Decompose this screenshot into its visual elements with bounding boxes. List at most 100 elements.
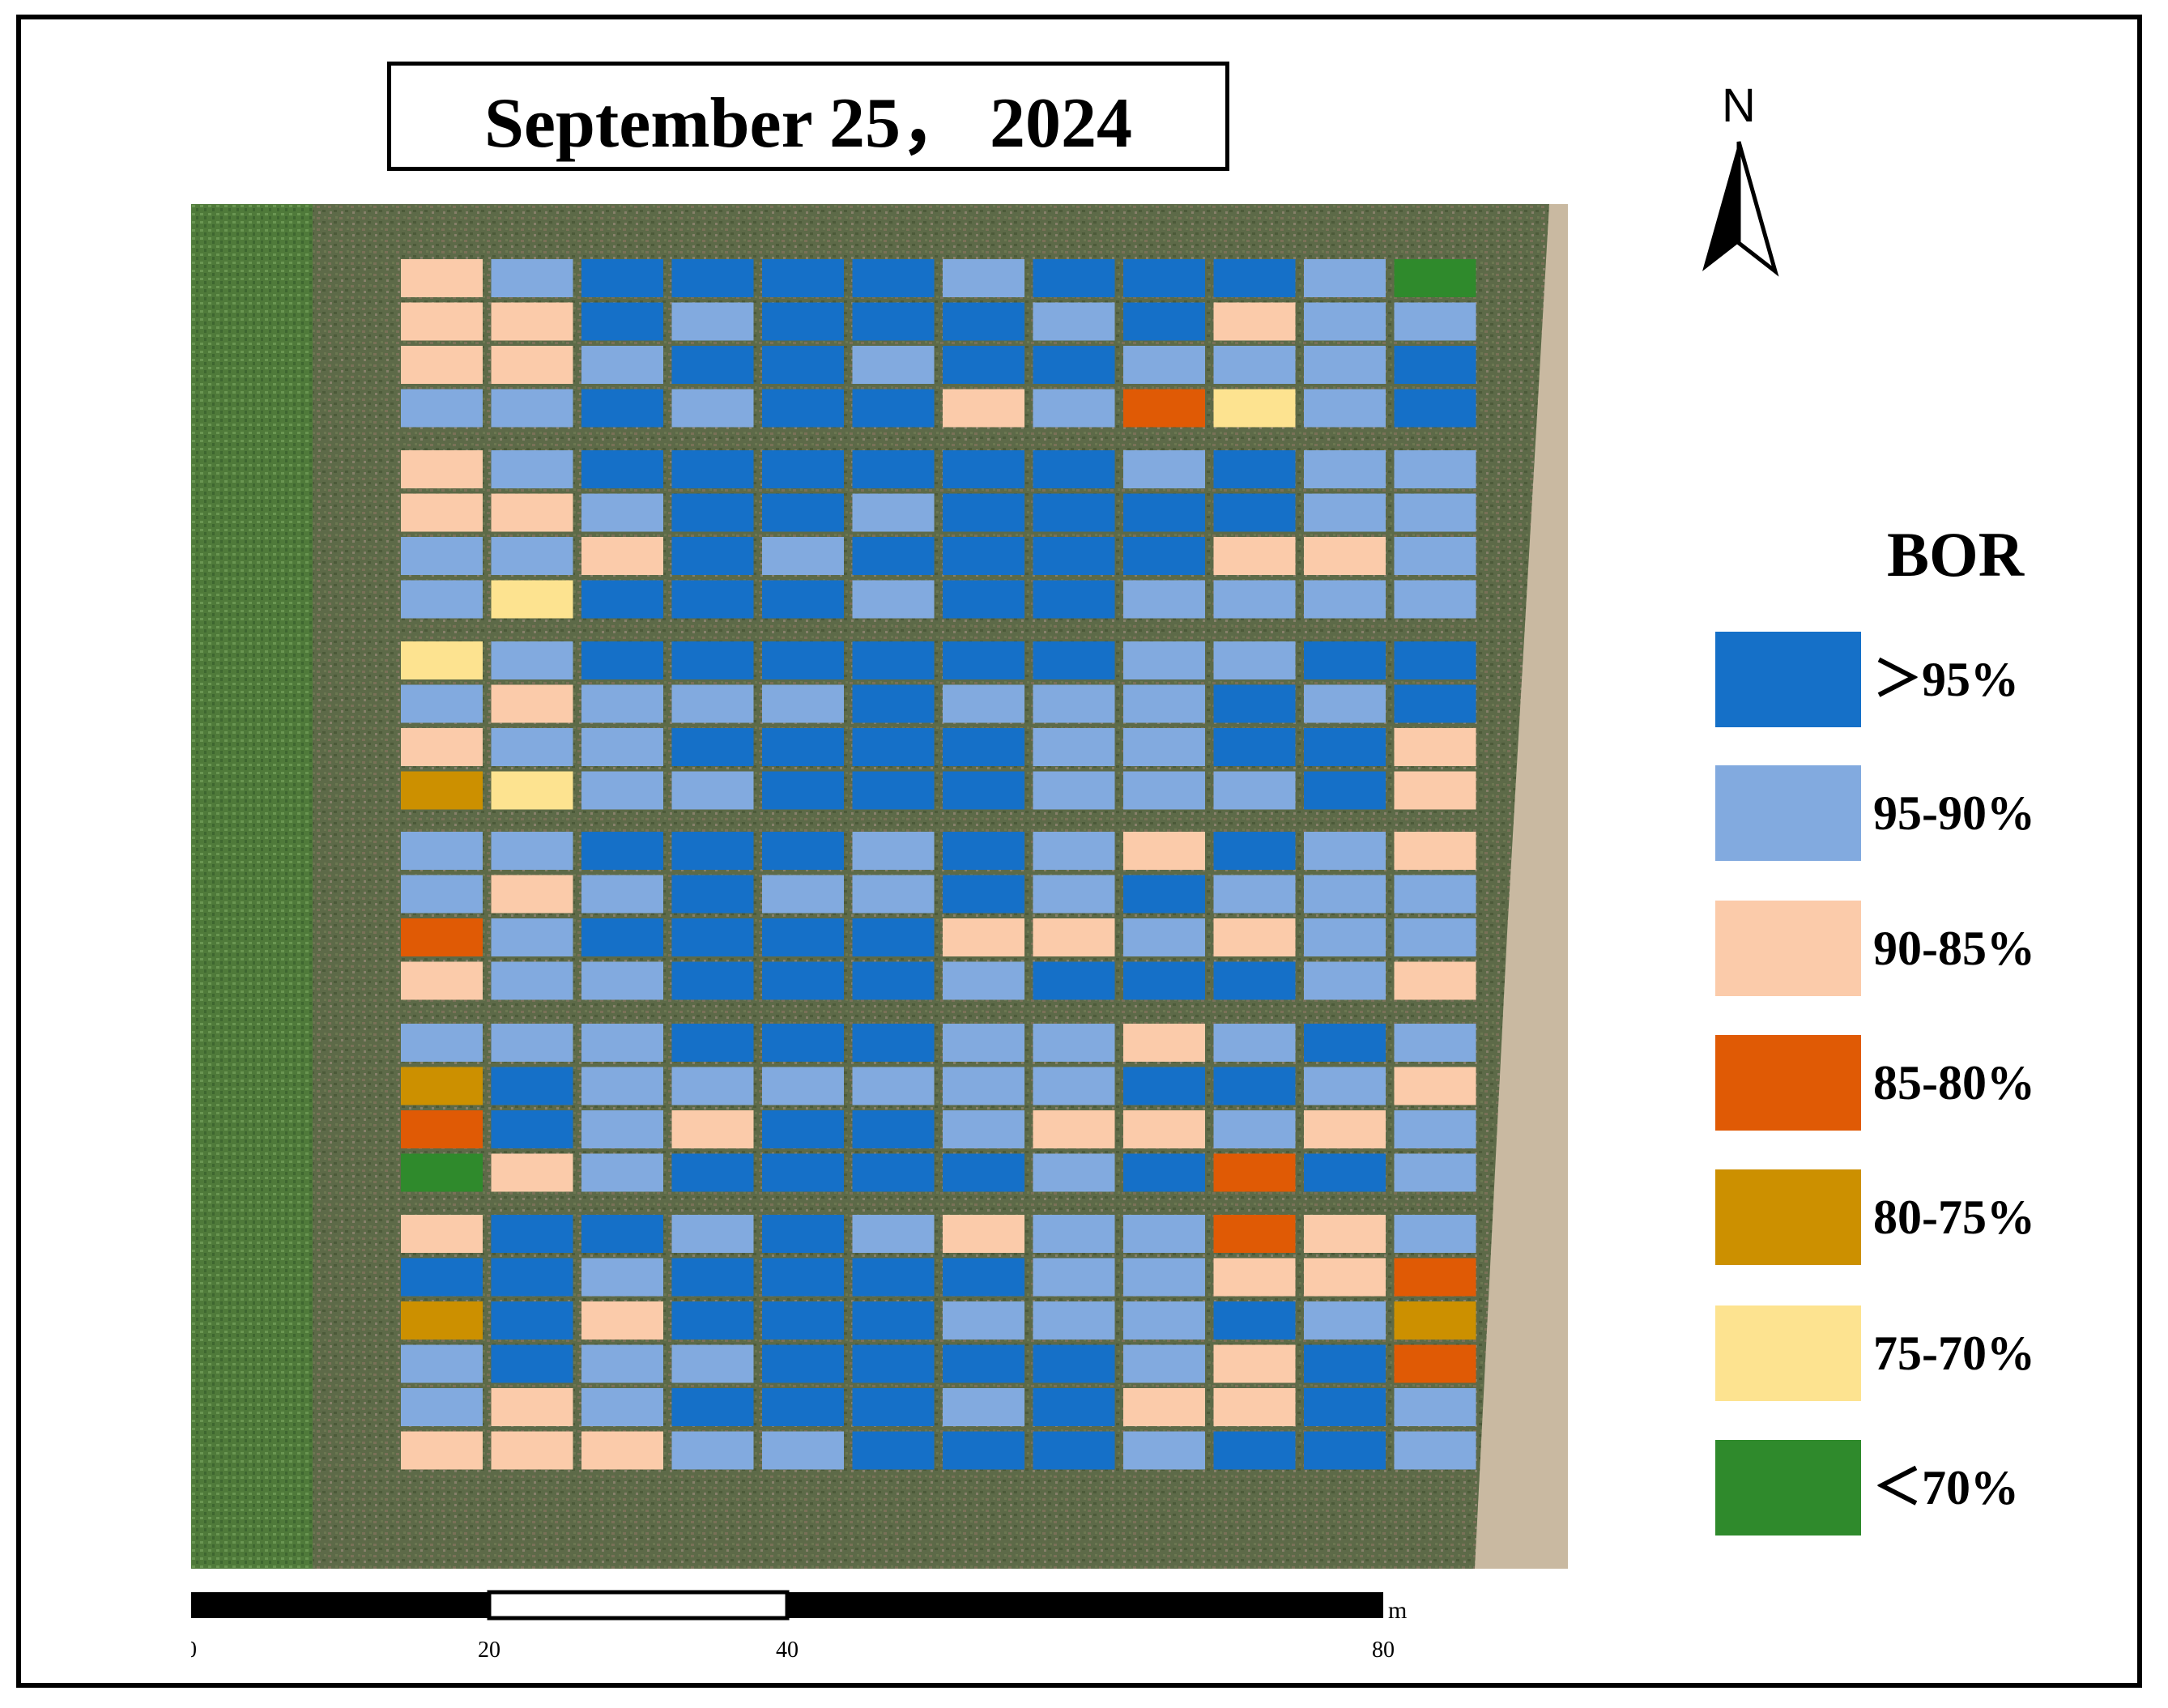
plot-cell — [762, 1431, 844, 1470]
plot-cell — [1123, 580, 1205, 619]
plot-cell — [1213, 1344, 1296, 1383]
plot-cell — [1123, 961, 1205, 1000]
plot-cell — [491, 1067, 573, 1105]
plot-cell — [1033, 493, 1115, 532]
plot-cell — [401, 1153, 483, 1192]
plot-cell — [1033, 346, 1115, 384]
plot-cell — [1394, 450, 1476, 488]
plot-cell — [491, 493, 573, 532]
plot-cell — [1304, 302, 1386, 341]
plot-cell — [671, 1215, 754, 1253]
plot-map — [191, 204, 1568, 1569]
plot-cell — [671, 918, 754, 956]
plot-cell — [581, 728, 663, 766]
legend-label: ＞95% — [1873, 653, 2019, 706]
plot-cell — [1033, 771, 1115, 810]
plot-cell — [1304, 259, 1386, 297]
plot-cell — [852, 1431, 935, 1470]
plot-cell — [401, 832, 483, 870]
plot-cell — [671, 771, 754, 810]
north-arrow-light-half — [1736, 141, 1779, 277]
plot-cell — [943, 684, 1024, 723]
plot-cell — [581, 961, 663, 1000]
plot-cell — [1033, 641, 1115, 679]
plot-cell — [491, 302, 573, 341]
plot-cell — [671, 302, 754, 341]
plot-cell — [1304, 580, 1386, 619]
plot-cell — [1033, 832, 1115, 870]
plot-cell — [1033, 961, 1115, 1000]
plot-cell — [943, 1431, 1024, 1470]
plot-cell — [943, 641, 1024, 679]
plot-cell — [1213, 1153, 1296, 1192]
plot-cell — [1033, 580, 1115, 619]
plot-cell — [401, 728, 483, 766]
legend-item: 75-70% — [1715, 1305, 2088, 1401]
plot-cell — [671, 346, 754, 384]
plot-cell — [943, 1388, 1024, 1426]
plot-cell — [943, 1344, 1024, 1383]
plot-cell — [1213, 1301, 1296, 1340]
plot-cell — [401, 1258, 483, 1297]
plot-cell — [1123, 1153, 1205, 1192]
plot-cell — [491, 918, 573, 956]
plot-cell — [1213, 1388, 1296, 1426]
plot-cell — [401, 875, 483, 914]
legend-item: ＜70% — [1715, 1440, 2088, 1535]
plot-cell — [1394, 1301, 1476, 1340]
plot-cell — [581, 684, 663, 723]
scale-segment-20-40 — [487, 1590, 790, 1621]
plot-cell — [1394, 389, 1476, 428]
plot-cell — [401, 1067, 483, 1105]
plot-cell — [852, 641, 935, 679]
plot-cell — [401, 493, 483, 532]
legend-label: ＜70% — [1873, 1461, 2019, 1514]
plot-cell — [852, 389, 935, 428]
plot-cell — [1123, 1067, 1205, 1105]
plot-cell — [852, 771, 935, 810]
plot-cell — [401, 537, 483, 575]
plot-cell — [671, 1258, 754, 1297]
plot-cell — [1394, 493, 1476, 532]
plot-cell — [491, 875, 573, 914]
plot-cell — [762, 259, 844, 297]
plot-cell — [852, 875, 935, 914]
plot-cell — [401, 1301, 483, 1340]
scale-bar: m 0 20 40 80 — [191, 1590, 1407, 1660]
plot-cell — [1213, 1215, 1296, 1253]
plot-cell — [671, 728, 754, 766]
plot-cell — [1394, 302, 1476, 341]
plot-cell — [1123, 389, 1205, 428]
plot-cell — [401, 259, 483, 297]
plot-cell — [943, 537, 1024, 575]
plot-cell — [491, 684, 573, 723]
plot-cell — [852, 1110, 935, 1148]
plot-cell — [401, 1431, 483, 1470]
plot-cell — [1304, 1153, 1386, 1192]
plot-cell — [852, 1067, 935, 1105]
plot-cell — [1304, 537, 1386, 575]
plot-cell — [491, 389, 573, 428]
plot-cell — [581, 1067, 663, 1105]
plot-cell — [401, 684, 483, 723]
plot-cell — [491, 346, 573, 384]
dirt-road — [1475, 204, 1568, 1569]
plot-cell — [1033, 1431, 1115, 1470]
plot-cell — [943, 389, 1024, 428]
plot-cell — [1304, 684, 1386, 723]
plot-cell — [1394, 1153, 1476, 1192]
plot-cell — [671, 641, 754, 679]
plot-cell — [762, 771, 844, 810]
plot-cell — [852, 493, 935, 532]
plot-cell — [943, 961, 1024, 1000]
legend-label: 90-85% — [1873, 922, 2035, 975]
plot-cell — [1033, 1153, 1115, 1192]
plot-cell — [1123, 918, 1205, 956]
legend-label: 80-75% — [1873, 1190, 2035, 1244]
plot-cell — [1033, 1110, 1115, 1148]
plot-cell — [581, 1215, 663, 1253]
plot-cell — [1304, 1344, 1386, 1383]
plot-cell — [943, 1258, 1024, 1297]
plot-cell — [762, 684, 844, 723]
plot-cell — [1123, 832, 1205, 870]
